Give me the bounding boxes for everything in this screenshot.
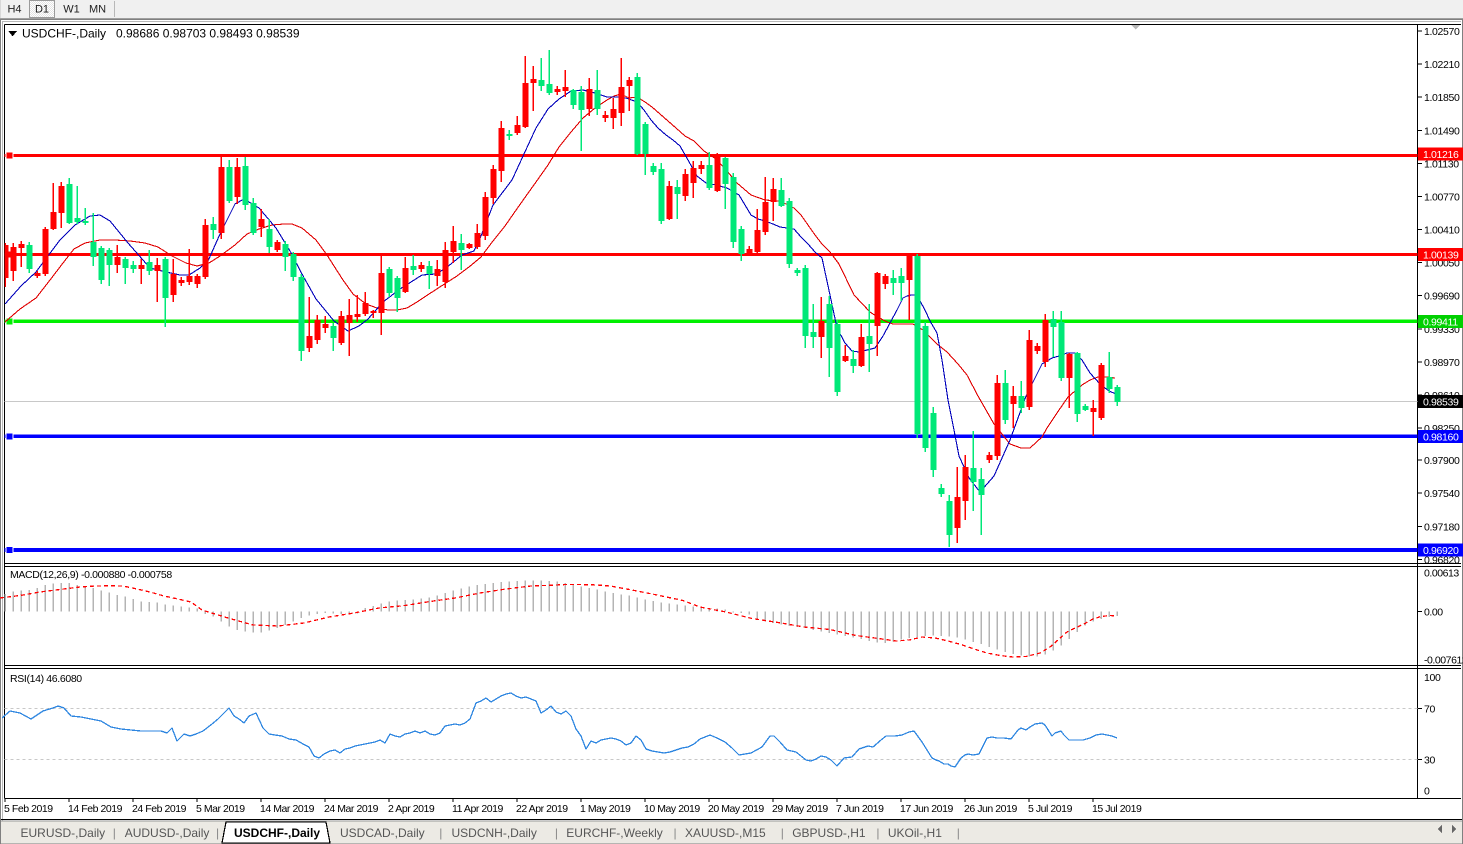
svg-text:|: | — [555, 826, 558, 840]
svg-text:MACD(12,26,9) -0.000880 -0.000: MACD(12,26,9) -0.000880 -0.000758 — [10, 569, 172, 581]
svg-text:USDCNH-,Daily: USDCNH-,Daily — [452, 826, 537, 840]
svg-text:USDCHF-,Daily: USDCHF-,Daily — [234, 826, 320, 840]
svg-text:|: | — [781, 826, 784, 840]
svg-text:|: | — [113, 826, 116, 840]
svg-text:|: | — [957, 826, 960, 840]
svg-text:|: | — [439, 826, 442, 840]
svg-text:22 Apr 2019: 22 Apr 2019 — [516, 803, 568, 815]
svg-text:24 Mar 2019: 24 Mar 2019 — [324, 803, 379, 815]
svg-text:EURUSD-,Daily: EURUSD-,Daily — [21, 826, 106, 840]
svg-text:AUDUSD-,Daily: AUDUSD-,Daily — [125, 826, 210, 840]
svg-text:0.00: 0.00 — [1424, 606, 1443, 618]
svg-text:MN: MN — [89, 4, 106, 16]
svg-text:20 May 2019: 20 May 2019 — [708, 803, 764, 815]
svg-text:1.01130: 1.01130 — [1424, 158, 1459, 170]
svg-text:17 Jun 2019: 17 Jun 2019 — [900, 803, 953, 815]
svg-text:|: | — [216, 826, 219, 840]
svg-text:30: 30 — [1424, 755, 1435, 767]
svg-text:70: 70 — [1424, 704, 1435, 716]
svg-text:10 May 2019: 10 May 2019 — [644, 803, 700, 815]
svg-text:26 Jun 2019: 26 Jun 2019 — [964, 803, 1017, 815]
svg-text:0.99690: 0.99690 — [1424, 291, 1460, 303]
svg-text:1.00139: 1.00139 — [1423, 249, 1459, 261]
svg-text:0.97540: 0.97540 — [1424, 488, 1460, 500]
svg-text:14 Feb 2019: 14 Feb 2019 — [68, 803, 123, 815]
svg-text:5 Feb 2019: 5 Feb 2019 — [4, 803, 53, 815]
svg-text:USDCHF-,Daily 0.98686 0.9870: USDCHF-,Daily 0.98686 0.98703 0.98493 0.… — [22, 27, 300, 41]
svg-text:0.98970: 0.98970 — [1424, 357, 1460, 369]
svg-text:0.96920: 0.96920 — [1423, 545, 1459, 557]
svg-text:0.97180: 0.97180 — [1424, 521, 1460, 533]
svg-text:UKOil-,H1: UKOil-,H1 — [888, 826, 942, 840]
svg-text:0.00613: 0.00613 — [1424, 567, 1459, 579]
svg-text:W1: W1 — [63, 4, 80, 16]
svg-text:0.99411: 0.99411 — [1423, 316, 1458, 328]
svg-text:XAUUSD-,M15: XAUUSD-,M15 — [685, 826, 766, 840]
svg-text:|: | — [876, 826, 879, 840]
svg-text:|: | — [674, 826, 677, 840]
svg-text:29 May 2019: 29 May 2019 — [772, 803, 828, 815]
svg-text:1 May 2019: 1 May 2019 — [580, 803, 631, 815]
svg-text:0.97900: 0.97900 — [1424, 455, 1460, 467]
svg-text:14 Mar 2019: 14 Mar 2019 — [260, 803, 315, 815]
svg-text:1.00770: 1.00770 — [1424, 191, 1460, 203]
svg-text:11 Apr 2019: 11 Apr 2019 — [452, 803, 504, 815]
svg-text:D1: D1 — [35, 4, 49, 16]
svg-text:0.98539: 0.98539 — [1423, 396, 1459, 408]
svg-text:1.01216: 1.01216 — [1423, 149, 1459, 161]
svg-text:15 Jul 2019: 15 Jul 2019 — [1092, 803, 1142, 815]
svg-text:1.00410: 1.00410 — [1424, 225, 1460, 237]
svg-text:RSI(14) 46.6080: RSI(14) 46.6080 — [10, 673, 82, 685]
svg-text:2 Apr 2019: 2 Apr 2019 — [388, 803, 435, 815]
svg-text:-0.007612: -0.007612 — [1424, 655, 1463, 667]
svg-text:100: 100 — [1424, 672, 1441, 684]
svg-text:1.01850: 1.01850 — [1424, 92, 1460, 104]
svg-text:H4: H4 — [7, 4, 21, 16]
svg-text:0: 0 — [1424, 786, 1430, 798]
svg-text:1.01490: 1.01490 — [1424, 125, 1460, 137]
svg-text:5 Mar 2019: 5 Mar 2019 — [196, 803, 245, 815]
svg-text:0.98160: 0.98160 — [1423, 431, 1459, 443]
svg-text:7 Jun 2019: 7 Jun 2019 — [836, 803, 884, 815]
svg-text:1.02570: 1.02570 — [1424, 26, 1460, 38]
svg-text:1.02210: 1.02210 — [1424, 59, 1460, 71]
svg-text:5 Jul 2019: 5 Jul 2019 — [1028, 803, 1073, 815]
svg-text:EURCHF-,Weekly: EURCHF-,Weekly — [566, 826, 662, 840]
svg-text:24 Feb 2019: 24 Feb 2019 — [132, 803, 187, 815]
svg-text:0.96820: 0.96820 — [1424, 554, 1460, 566]
svg-text:USDCAD-,Daily: USDCAD-,Daily — [340, 826, 425, 840]
svg-text:GBPUSD-,H1: GBPUSD-,H1 — [792, 826, 866, 840]
